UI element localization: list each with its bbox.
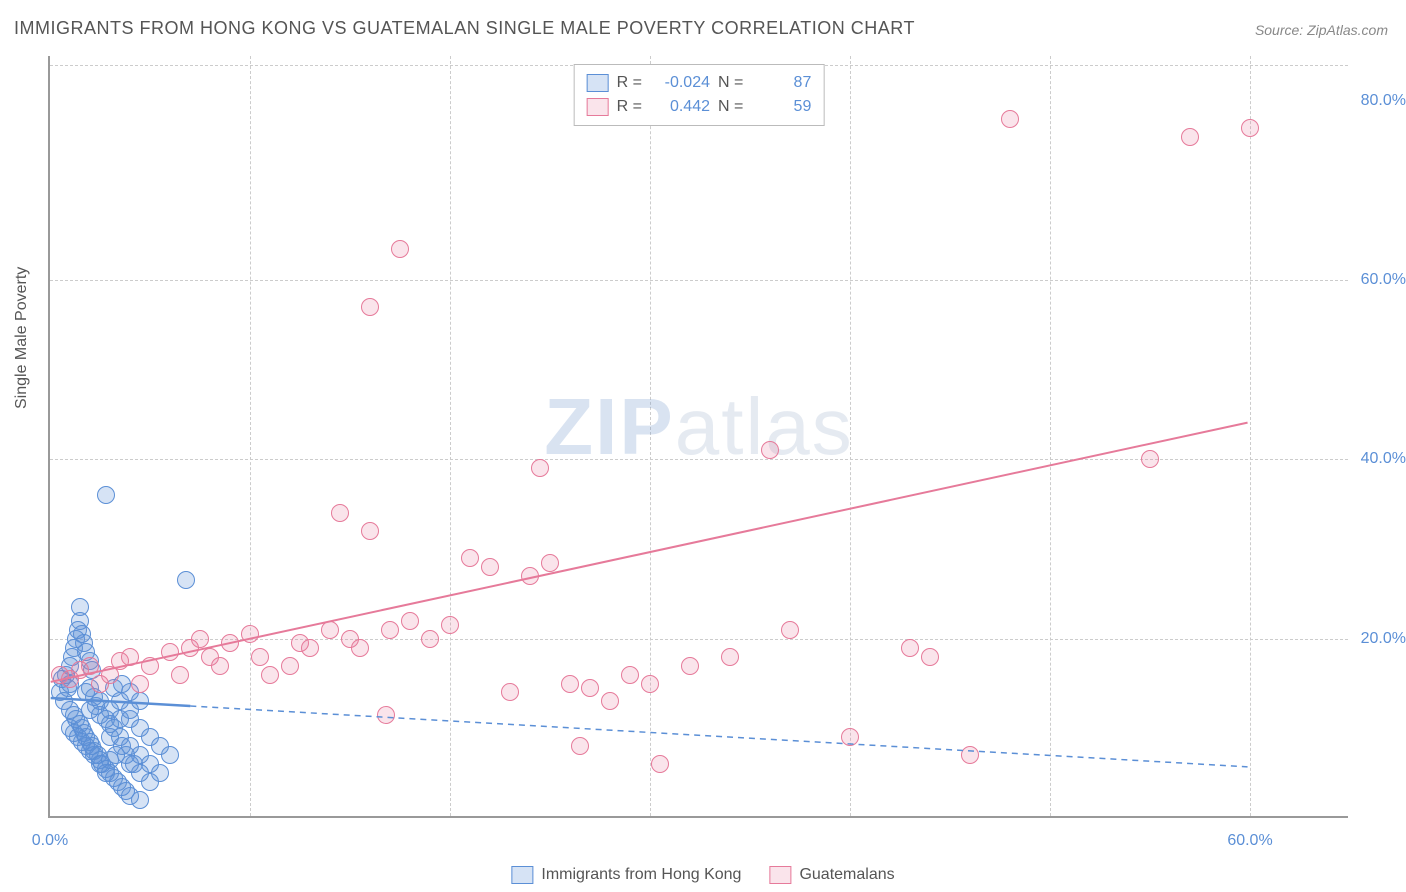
data-point <box>501 683 519 701</box>
data-point <box>121 648 139 666</box>
gridline-h <box>50 280 1348 281</box>
xtick-label: 60.0% <box>1227 832 1272 850</box>
data-point <box>381 621 399 639</box>
data-point <box>1241 119 1259 137</box>
legend-bottom: Immigrants from Hong Kong Guatemalans <box>511 866 894 884</box>
data-point <box>441 616 459 634</box>
data-point <box>291 634 309 652</box>
data-point <box>161 643 179 661</box>
data-point <box>961 746 979 764</box>
swatch-series-1-bottom <box>511 866 533 884</box>
source-label: Source: ZipAtlas.com <box>1255 22 1388 38</box>
data-point <box>71 598 89 616</box>
swatch-series-2 <box>587 98 609 116</box>
gridline-v <box>1050 56 1051 816</box>
data-point <box>281 657 299 675</box>
swatch-series-2-bottom <box>769 866 791 884</box>
data-point <box>141 657 159 675</box>
data-point <box>131 692 149 710</box>
data-point <box>191 630 209 648</box>
data-point <box>1001 110 1019 128</box>
data-point <box>1181 128 1199 146</box>
gridline-v <box>250 56 251 816</box>
plot-area: ZIPatlas R = -0.024 N = 87 R = 0.442 N =… <box>48 56 1348 818</box>
data-point <box>151 764 169 782</box>
data-point <box>571 737 589 755</box>
data-point <box>171 666 189 684</box>
data-point <box>681 657 699 675</box>
data-point <box>261 666 279 684</box>
legend-item-series-2: Guatemalans <box>769 866 894 884</box>
data-point <box>97 486 115 504</box>
data-point <box>601 692 619 710</box>
data-point <box>161 746 179 764</box>
data-point <box>421 630 439 648</box>
xtick-label: 0.0% <box>32 832 68 850</box>
data-point <box>481 558 499 576</box>
data-point <box>841 728 859 746</box>
data-point <box>321 621 339 639</box>
data-point <box>541 554 559 572</box>
legend-item-series-1: Immigrants from Hong Kong <box>511 866 741 884</box>
chart-title: IMMIGRANTS FROM HONG KONG VS GUATEMALAN … <box>14 18 915 39</box>
data-point <box>177 571 195 589</box>
data-point <box>781 621 799 639</box>
y-axis-title: Single Male Poverty <box>13 267 31 409</box>
ytick-label: 20.0% <box>1361 630 1406 648</box>
watermark: ZIPatlas <box>544 381 853 473</box>
data-point <box>1141 450 1159 468</box>
data-point <box>351 639 369 657</box>
data-point <box>721 648 739 666</box>
gridline-v <box>450 56 451 816</box>
data-point <box>621 666 639 684</box>
data-point <box>361 522 379 540</box>
data-point <box>81 657 99 675</box>
data-point <box>401 612 419 630</box>
data-point <box>921 648 939 666</box>
data-point <box>361 298 379 316</box>
legend-correlation-box: R = -0.024 N = 87 R = 0.442 N = 59 <box>574 64 825 126</box>
data-point <box>651 755 669 773</box>
data-point <box>521 567 539 585</box>
data-point <box>241 625 259 643</box>
gridline-v <box>1250 56 1251 816</box>
data-point <box>377 706 395 724</box>
data-point <box>131 675 149 693</box>
ytick-label: 60.0% <box>1361 271 1406 289</box>
data-point <box>131 791 149 809</box>
data-point <box>461 549 479 567</box>
data-point <box>251 648 269 666</box>
data-point <box>581 679 599 697</box>
data-point <box>641 675 659 693</box>
data-point <box>531 459 549 477</box>
ytick-label: 80.0% <box>1361 92 1406 110</box>
legend-row-series-2: R = 0.442 N = 59 <box>587 95 812 119</box>
data-point <box>391 240 409 258</box>
data-point <box>113 737 131 755</box>
swatch-series-1 <box>587 74 609 92</box>
data-point <box>901 639 919 657</box>
ytick-label: 40.0% <box>1361 450 1406 468</box>
data-point <box>331 504 349 522</box>
data-point <box>561 675 579 693</box>
data-point <box>211 657 229 675</box>
data-point <box>761 441 779 459</box>
data-point <box>221 634 239 652</box>
legend-row-series-1: R = -0.024 N = 87 <box>587 71 812 95</box>
